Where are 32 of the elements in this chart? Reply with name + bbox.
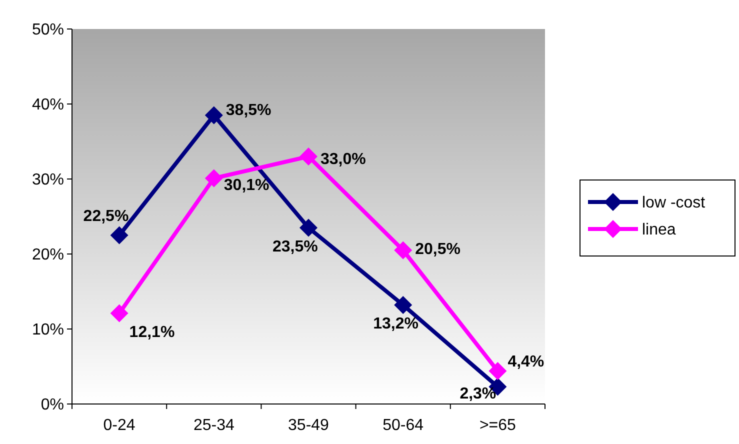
data-label: 4,4%: [508, 354, 544, 371]
data-label: 22,5%: [83, 208, 129, 225]
y-tick-label: 20%: [32, 246, 64, 264]
x-tick-label: >=65: [479, 417, 516, 434]
x-tick-label: 50-64: [382, 417, 424, 434]
point: [300, 218, 318, 237]
point: [394, 241, 412, 260]
point: [204, 169, 223, 188]
data-label: 30,1%: [224, 176, 270, 194]
point: [110, 226, 128, 244]
y-tick-label: 0%: [40, 396, 64, 414]
y-tick-label: 30%: [32, 172, 64, 189]
point: [110, 304, 128, 322]
x-tick-label: 25-34: [193, 417, 234, 434]
data-label: 23,5%: [272, 238, 318, 256]
legend-label: linea: [642, 222, 676, 239]
data-label: 38,5%: [226, 102, 272, 119]
x-tick-label: 35-49: [288, 417, 330, 434]
point: [204, 106, 223, 124]
data-label: 12,1%: [129, 324, 175, 341]
data-label: 33,0%: [320, 151, 366, 168]
y-tick-label: 50%: [32, 22, 64, 39]
data-label: 20,5%: [415, 240, 460, 258]
point: [488, 362, 507, 380]
y-tick-label: 10%: [32, 322, 64, 339]
y-tick-label: 40%: [32, 96, 64, 114]
data-label: 13,2%: [373, 316, 418, 333]
legend-label: low -cost: [642, 194, 706, 212]
data-label: 2,3%: [460, 385, 496, 402]
x-tick-label: 0-24: [103, 417, 136, 434]
point: [300, 148, 318, 166]
point: [394, 296, 412, 314]
